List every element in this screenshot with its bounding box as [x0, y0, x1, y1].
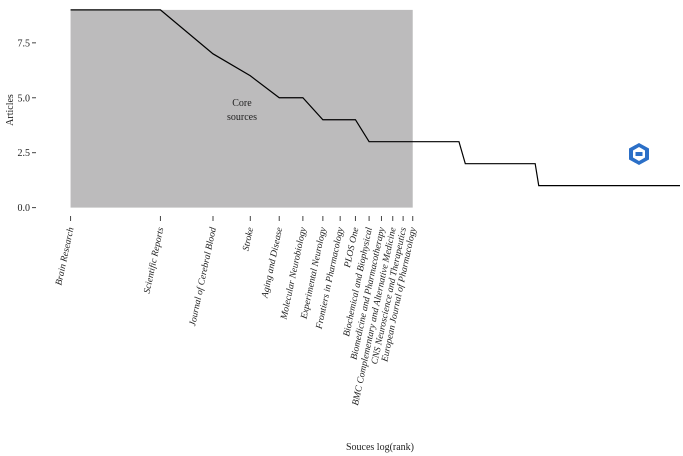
y-axis-label: Articles: [5, 94, 16, 126]
logo-icon: [629, 143, 649, 165]
y-tick-label: 7.5: [18, 38, 31, 49]
x-tick-label: Stroke: [241, 227, 256, 252]
y-tick-label: 2.5: [18, 148, 31, 159]
x-tick-label: Journal of Cerebral Blood: [187, 226, 219, 327]
x-axis-label: Souces log(rank): [346, 442, 414, 453]
x-tick-label: Aging and Disease: [260, 227, 285, 300]
core-label: Core sources: [227, 98, 257, 123]
core-zone: [70, 9, 413, 208]
y-tick-label: 5.0: [18, 93, 31, 104]
x-tick-label: Scientific Reports: [142, 226, 167, 294]
data-line: [70, 9, 680, 187]
x-tick-label: Brain Research: [54, 226, 76, 286]
y-tick-label: 0.0: [18, 203, 31, 214]
